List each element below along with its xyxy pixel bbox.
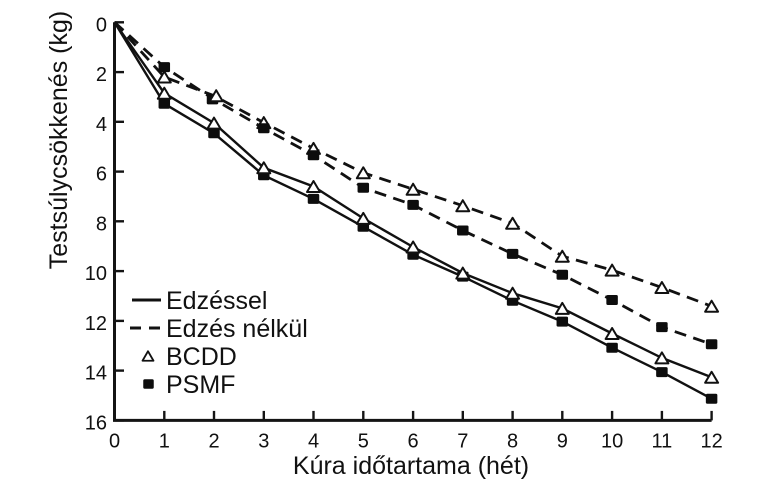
- svg-text:11: 11: [652, 431, 673, 453]
- svg-text:5: 5: [358, 431, 369, 453]
- svg-text:1: 1: [159, 431, 170, 453]
- svg-text:2: 2: [208, 431, 219, 453]
- svg-text:4: 4: [96, 114, 107, 136]
- svg-text:10: 10: [601, 431, 623, 453]
- svg-text:4: 4: [308, 431, 319, 453]
- svg-text:12: 12: [700, 431, 722, 453]
- svg-text:8: 8: [96, 213, 107, 235]
- svg-text:Testsúlycsökkenés (kg): Testsúlycsökkenés (kg): [45, 11, 73, 269]
- svg-text:14: 14: [85, 363, 107, 385]
- svg-text:7: 7: [457, 431, 468, 453]
- svg-text:PSMF: PSMF: [166, 371, 235, 399]
- svg-text:9: 9: [557, 431, 568, 453]
- svg-text:Kúra időtartama (hét): Kúra időtartama (hét): [293, 452, 529, 480]
- svg-text:Edzés nélkül: Edzés nélkül: [166, 315, 308, 343]
- svg-text:3: 3: [258, 431, 269, 453]
- svg-text:6: 6: [408, 431, 419, 453]
- svg-text:6: 6: [96, 164, 107, 186]
- svg-text:2: 2: [96, 64, 107, 86]
- svg-text:16: 16: [85, 412, 107, 434]
- svg-text:10: 10: [85, 263, 107, 285]
- svg-text:0: 0: [109, 431, 120, 453]
- svg-text:12: 12: [85, 313, 107, 335]
- svg-text:Edzéssel: Edzéssel: [166, 287, 267, 315]
- svg-text:8: 8: [507, 431, 518, 453]
- svg-text:0: 0: [96, 14, 107, 36]
- svg-text:BCDD: BCDD: [166, 343, 237, 371]
